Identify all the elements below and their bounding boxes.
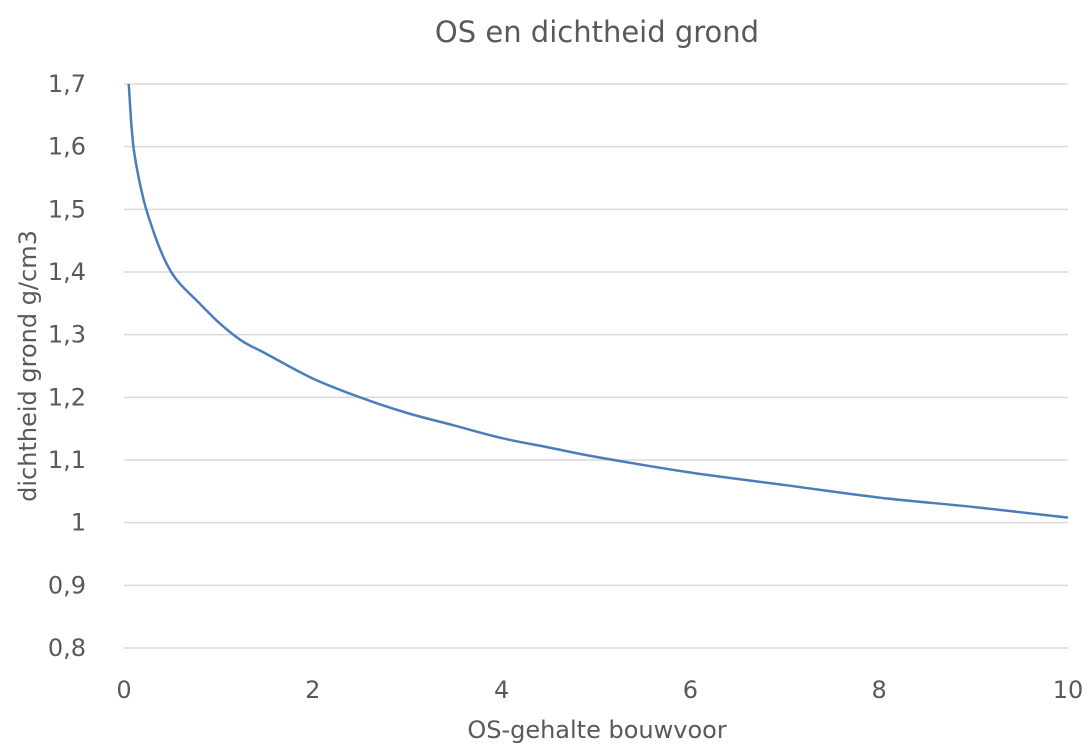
y-tick-label: 1,3 xyxy=(48,321,86,349)
x-tick-label: 4 xyxy=(494,676,509,704)
y-tick-label: 1,6 xyxy=(48,133,86,161)
y-tick-label: 0,8 xyxy=(48,634,86,662)
x-tick-label: 2 xyxy=(305,676,320,704)
y-tick-label: 1,1 xyxy=(48,446,86,474)
chart-title: OS en dichtheid grond xyxy=(435,15,759,49)
y-axis-label: dichtheid grond g/cm3 xyxy=(14,230,42,502)
series-group xyxy=(127,83,1069,519)
x-tick-label: 0 xyxy=(116,676,131,704)
gridlines xyxy=(124,83,1068,649)
x-tick-label: 6 xyxy=(683,676,698,704)
y-tick-label: 1,4 xyxy=(48,258,86,286)
series-line-0 xyxy=(127,83,1069,519)
y-axis-ticks: 0,8 0,9 1 1,1 1,2 1,3 1,4 1,5 1,6 1,7 xyxy=(48,70,86,662)
y-tick-label: 1,5 xyxy=(48,195,86,223)
y-tick-label: 1,7 xyxy=(48,70,86,98)
y-tick-label: 0,9 xyxy=(48,571,86,599)
x-tick-label: 10 xyxy=(1053,676,1084,704)
x-axis-ticks: 0 2 4 6 8 10 xyxy=(116,676,1083,704)
x-tick-label: 8 xyxy=(872,676,887,704)
x-axis-label: OS-gehalte bouwvoor xyxy=(467,716,727,744)
y-tick-label: 1 xyxy=(71,509,86,537)
y-tick-label: 1,2 xyxy=(48,383,86,411)
